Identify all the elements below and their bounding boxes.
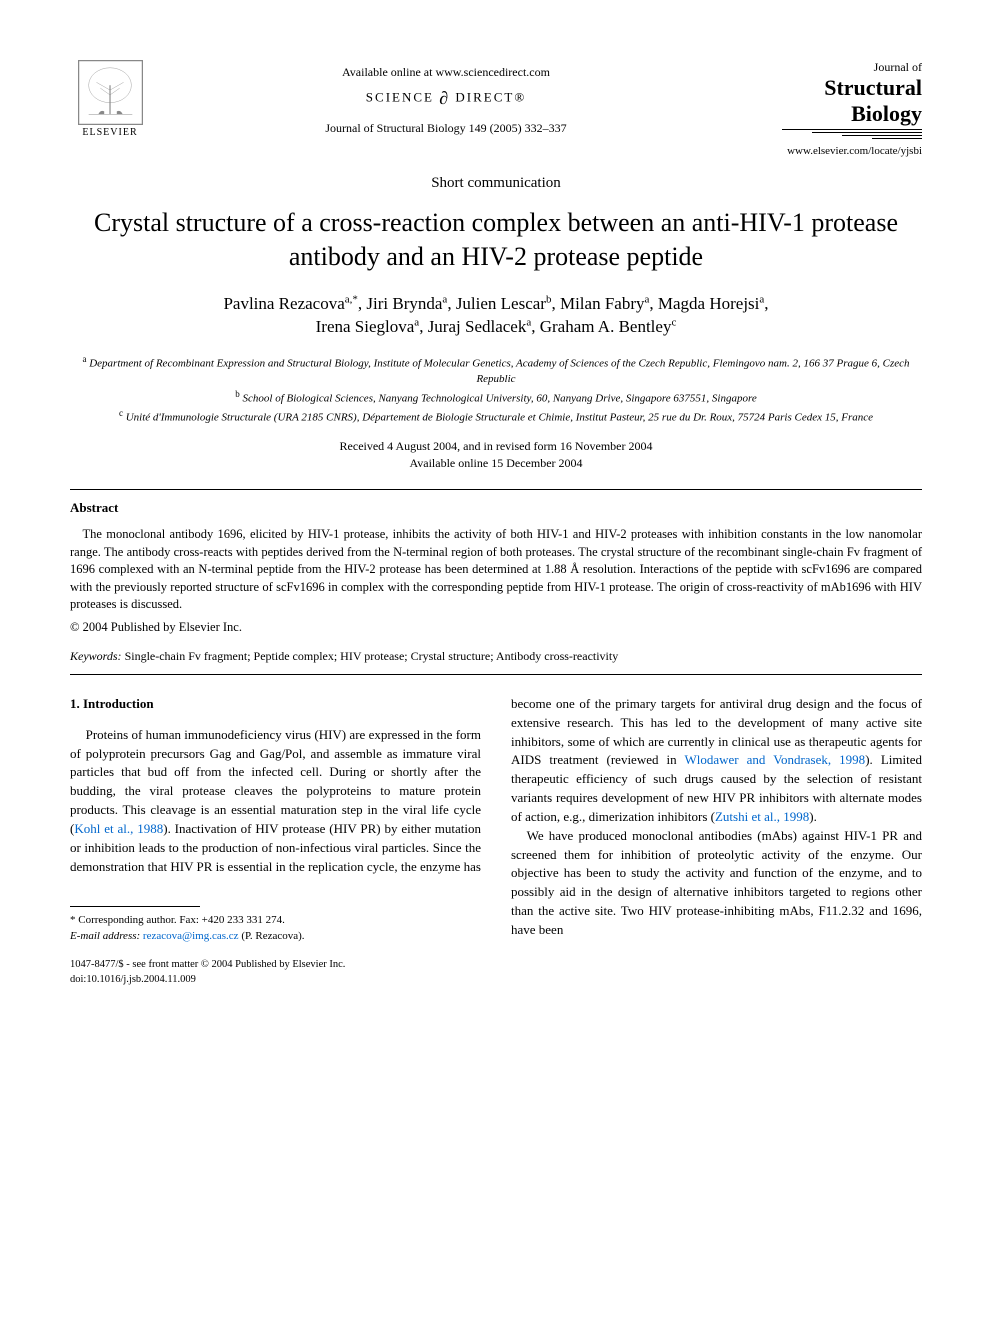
body-text: Proteins of human immunodeficiency virus… (70, 727, 481, 836)
footnote-separator (70, 906, 200, 907)
article-type: Short communication (70, 175, 922, 192)
science-direct-icon: ∂ (439, 88, 450, 108)
citation-link[interactable]: Zutshi et al., 1998 (715, 809, 809, 824)
journal-reference: Journal of Structural Biology 149 (2005)… (150, 121, 742, 136)
section-heading-intro: 1. Introduction (70, 695, 481, 714)
author-name: Irena Sieglova (316, 317, 415, 336)
locate-url: www.elsevier.com/locate/yjsbi (742, 145, 922, 157)
journal-name-structural: Structural (742, 75, 922, 101)
elsevier-text: ELSEVIER (82, 127, 137, 138)
online-date: Available online 15 December 2004 (409, 456, 582, 470)
journal-logo: Journal of Structural Biology www.elsevi… (742, 60, 922, 157)
affiliation-b: School of Biological Sciences, Nanyang T… (243, 392, 757, 404)
author-sep: , Juraj Sedlacek (419, 317, 526, 336)
abstract-copyright: © 2004 Published by Elsevier Inc. (70, 620, 922, 635)
body-columns: 1. Introduction Proteins of human immuno… (70, 695, 922, 988)
keywords-label: Keywords: (70, 649, 122, 663)
journal-logo-bars (742, 129, 922, 139)
author-name: Pavlina Rezacova (223, 294, 344, 313)
citation-link[interactable]: Wlodawer and Vondrasek, 1998 (684, 752, 865, 767)
author-sep: , Julien Lescar (447, 294, 546, 313)
citation-link[interactable]: Kohl et al., 1988 (74, 821, 163, 836)
corresponding-author-footnote: * Corresponding author. Fax: +420 233 33… (70, 913, 481, 944)
received-date: Received 4 August 2004, and in revised f… (340, 439, 653, 453)
intro-paragraph-2: We have produced monoclonal antibodies (… (511, 827, 922, 940)
page-header: ELSEVIER Available online at www.science… (70, 60, 922, 157)
author-sep: , Magda Horejsi (649, 294, 759, 313)
email-link[interactable]: rezacova@img.cas.cz (143, 930, 239, 942)
doi-line: doi:10.1016/j.jsb.2004.11.009 (70, 973, 481, 988)
intro-paragraph-1-cont: become one of the primary targets for an… (511, 695, 922, 827)
available-online-text: Available online at www.sciencedirect.co… (150, 65, 742, 80)
author-sup: c (671, 317, 676, 329)
keywords-line: Keywords: Single-chain Fv fragment; Pept… (70, 649, 922, 664)
author-sep: , Graham A. Bentley (531, 317, 671, 336)
elsevier-tree-icon (78, 60, 143, 125)
journal-name-biology: Biology (742, 101, 922, 127)
dates-block: Received 4 August 2004, and in revised f… (70, 438, 922, 472)
footnote-email-line: E-mail address: rezacova@img.cas.cz (P. … (70, 929, 481, 944)
journal-name-small: Journal of (742, 60, 922, 75)
science-direct-logo: SCIENCE ∂ DIRECT® (150, 88, 742, 109)
affiliation-c: Unité d'Immunologie Structurale (URA 218… (126, 411, 873, 423)
author-sep: , Jiri Brynda (358, 294, 443, 313)
affiliations-block: a Department of Recombinant Expression a… (70, 353, 922, 426)
science-direct-text1: SCIENCE (366, 89, 434, 104)
science-direct-text2: DIRECT® (455, 89, 526, 104)
front-matter-line: 1047-8477/$ - see front matter © 2004 Pu… (70, 958, 481, 973)
article-title: Crystal structure of a cross-reaction co… (70, 206, 922, 274)
author-sep: , (764, 294, 768, 313)
intro-paragraph-1: Proteins of human immunodeficiency virus… (70, 726, 481, 877)
footnote-fax: * Corresponding author. Fax: +420 233 33… (70, 913, 481, 928)
horizontal-rule (70, 489, 922, 490)
header-center: Available online at www.sciencedirect.co… (150, 60, 742, 136)
horizontal-rule (70, 674, 922, 675)
keywords-text: Single-chain Fv fragment; Peptide comple… (122, 649, 619, 663)
right-column: become one of the primary targets for an… (511, 695, 922, 988)
email-label: E-mail address: (70, 930, 140, 942)
author-sep: , Milan Fabry (551, 294, 644, 313)
abstract-text: The monoclonal antibody 1696, elicited b… (70, 526, 922, 614)
bottom-meta: 1047-8477/$ - see front matter © 2004 Pu… (70, 958, 481, 987)
affiliation-a: Department of Recombinant Expression and… (89, 358, 909, 385)
elsevier-logo: ELSEVIER (70, 60, 150, 138)
abstract-label: Abstract (70, 500, 922, 516)
left-column: 1. Introduction Proteins of human immuno… (70, 695, 481, 988)
email-author: (P. Rezacova). (239, 930, 305, 942)
author-sup: a,* (345, 293, 358, 305)
body-text: ). (809, 809, 817, 824)
authors-block: Pavlina Rezacovaa,*, Jiri Bryndaa, Julie… (70, 292, 922, 340)
